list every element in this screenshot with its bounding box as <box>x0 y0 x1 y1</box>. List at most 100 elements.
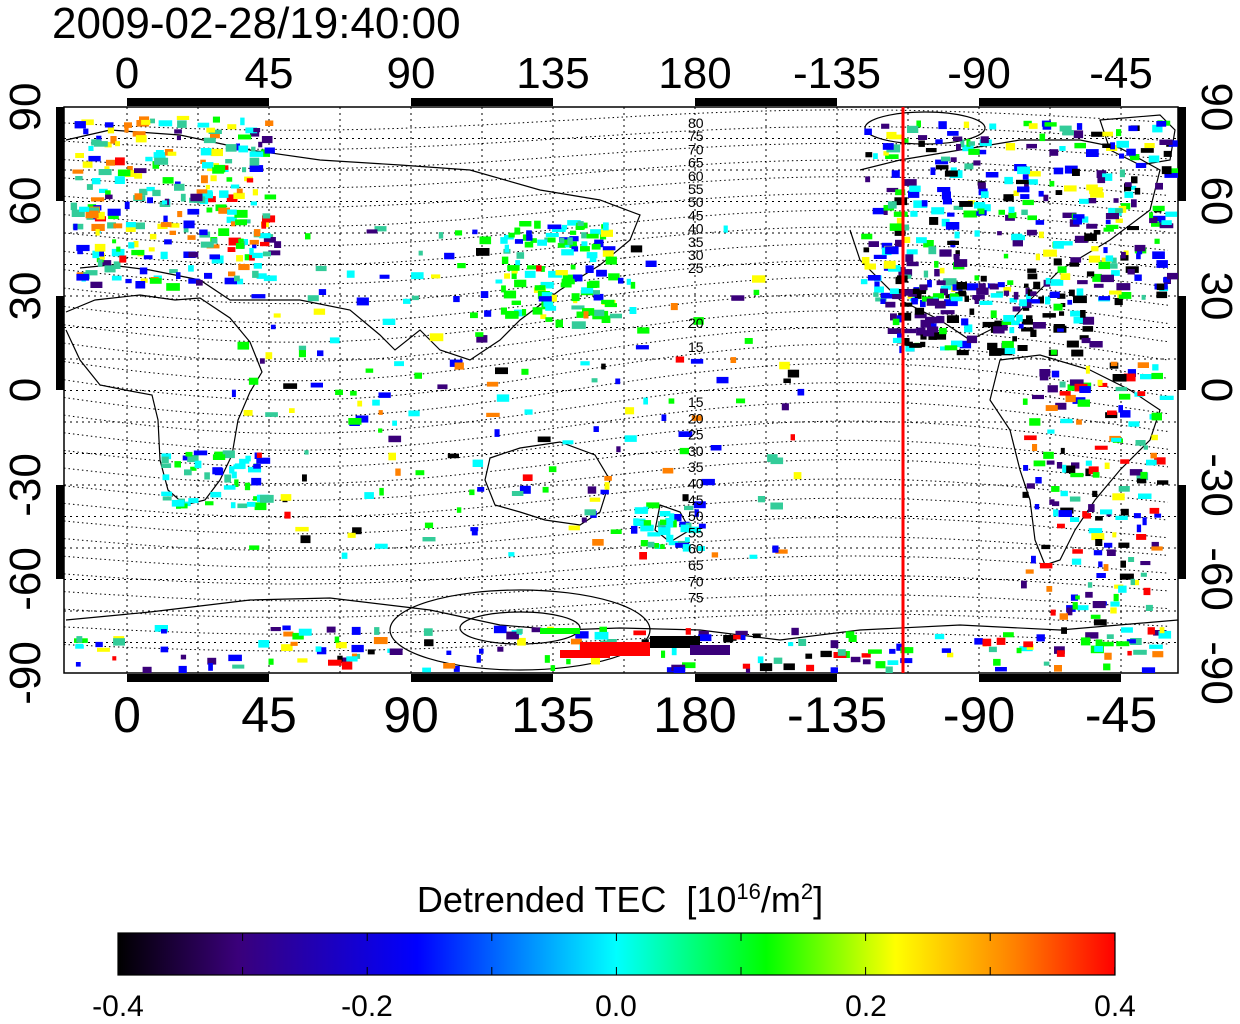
tec-pixel <box>1100 509 1113 515</box>
tec-pixel <box>1143 445 1148 450</box>
tec-pixel <box>141 119 151 125</box>
tec-pixel <box>193 450 208 456</box>
tec-pixel <box>302 474 307 482</box>
tec-pixel <box>599 234 607 240</box>
tec-pixel <box>1012 306 1021 312</box>
tec-pixel <box>1011 235 1025 241</box>
tec-pixel <box>418 250 423 256</box>
tec-pixel <box>1103 227 1114 232</box>
tec-pixel <box>290 641 298 646</box>
tec-pixel <box>1055 190 1063 195</box>
tec-pixel <box>947 240 959 245</box>
tec-pixel <box>589 257 597 263</box>
tec-pixel <box>1110 607 1117 614</box>
tec-pixel <box>894 230 906 236</box>
tec-pixel <box>104 265 116 273</box>
tec-pixel <box>534 285 546 291</box>
tec-pixel <box>1053 241 1064 249</box>
tec-pixel <box>885 246 899 255</box>
tec-pixel <box>592 539 604 546</box>
tec-pixel <box>169 230 176 235</box>
tec-pixel <box>1054 646 1065 654</box>
tec-pixel <box>249 165 264 172</box>
tec-pixel <box>1072 214 1085 219</box>
tec-pixel <box>820 650 832 658</box>
tec-pixel <box>164 239 172 245</box>
tec-pixel <box>1088 504 1095 512</box>
tec-pixel <box>555 270 568 276</box>
tec-pixel <box>1154 238 1160 244</box>
tec-pixel <box>1061 627 1067 634</box>
tec-pixel <box>1092 601 1106 609</box>
tec-pixel <box>540 628 580 634</box>
tec-pixel <box>673 667 686 673</box>
tec-pixel <box>883 151 889 156</box>
tec-pixel <box>315 265 327 272</box>
tec-pixel <box>1001 340 1014 349</box>
longitude-labels-top: 0 45 90 135 180 -135 -90 -45 <box>115 49 1153 98</box>
tec-pixel <box>475 332 484 337</box>
tec-pixel <box>661 650 666 658</box>
tec-pixel <box>1067 384 1080 391</box>
tec-pixel <box>1156 291 1168 299</box>
tec-pixel <box>373 637 388 645</box>
tec-pixel <box>679 447 689 455</box>
tec-pixel <box>850 656 861 663</box>
tec-pixel <box>262 251 271 257</box>
tec-pixel <box>444 252 455 260</box>
tec-pixel <box>210 491 222 498</box>
tec-pixel <box>587 486 597 494</box>
tec-pixel <box>355 415 369 423</box>
tec-pixel <box>1060 490 1068 497</box>
tec-pixel <box>131 222 145 230</box>
tec-pixel <box>1141 294 1146 300</box>
tec-pixel <box>639 552 647 560</box>
tec-pixel <box>988 646 997 653</box>
tec-pixel <box>224 277 237 285</box>
tec-pixel <box>772 545 779 553</box>
tec-pixel <box>1079 335 1089 340</box>
tec-pixel <box>1031 555 1036 564</box>
tec-pixel <box>253 263 262 269</box>
tec-pixel <box>1021 209 1028 215</box>
tec-pixel <box>1111 257 1117 264</box>
tec-pixel <box>139 267 148 275</box>
tec-pixel <box>86 207 100 213</box>
tec-pixel <box>169 223 180 228</box>
tec-pixel <box>953 205 963 210</box>
tec-pixel <box>146 186 155 192</box>
tec-pixel <box>235 143 240 151</box>
tec-pixel <box>1079 386 1091 393</box>
tec-pixel <box>522 309 527 316</box>
tec-pixel <box>403 298 411 304</box>
tec-pixel <box>152 161 160 169</box>
tec-pixel <box>560 650 610 658</box>
tec-pixel <box>895 189 906 196</box>
tec-pixel <box>500 237 508 244</box>
lat-label-right: 90 <box>1192 83 1240 132</box>
tec-pixel <box>569 236 579 242</box>
tec-pixel <box>950 296 963 302</box>
tec-pixel <box>1096 573 1106 578</box>
tec-pixel <box>1115 386 1128 392</box>
tec-pixel <box>951 340 963 347</box>
lon-label-bottom: -135 <box>787 687 887 743</box>
tec-pixel <box>861 257 870 264</box>
tec-pixel <box>934 633 945 640</box>
tec-pixel <box>589 497 601 502</box>
tec-pixel <box>1069 262 1080 267</box>
tec-pixel <box>678 431 693 437</box>
tec-pixel <box>687 526 701 533</box>
tec-pixel <box>295 526 309 532</box>
tec-pixel <box>966 283 979 291</box>
tec-pixel <box>1039 369 1051 377</box>
tec-pixel <box>662 467 674 474</box>
tec-pixel <box>896 315 904 323</box>
tec-pixel <box>735 630 748 635</box>
tec-pixel <box>1093 283 1104 288</box>
tec-pixel <box>493 625 507 634</box>
tec-pixel <box>74 121 86 129</box>
tec-pixel <box>182 455 188 461</box>
tec-pixel <box>81 119 94 126</box>
tec-pixel <box>1137 362 1149 368</box>
